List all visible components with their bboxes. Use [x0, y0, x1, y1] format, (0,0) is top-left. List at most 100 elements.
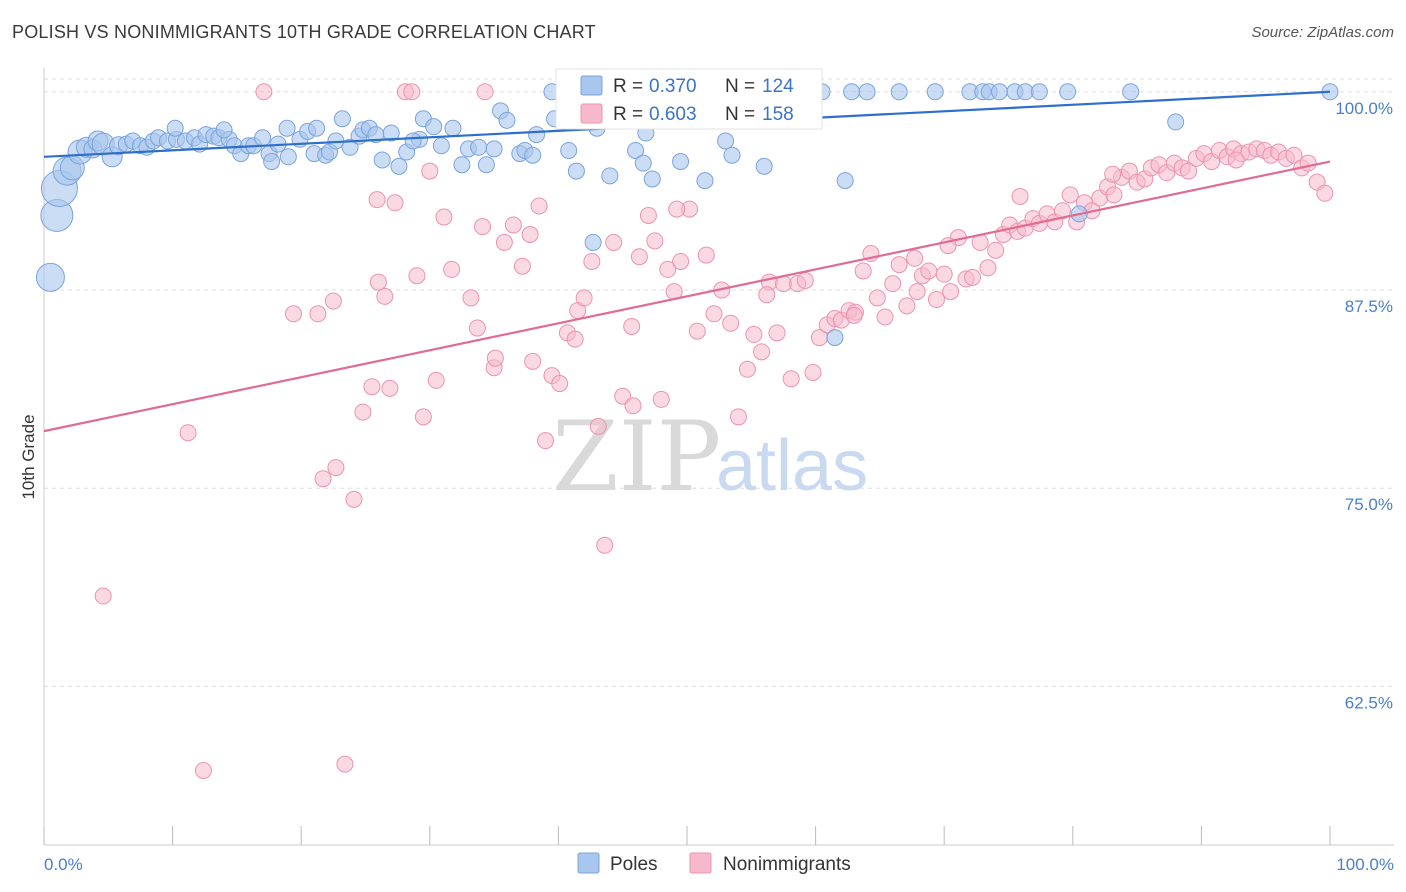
- poles-point: [166, 119, 184, 137]
- x-tick-label-min: 0.0%: [44, 855, 83, 874]
- nonimmigrants-point: [427, 371, 445, 389]
- poles-point: [341, 138, 359, 156]
- nonimmigrants-point: [935, 265, 953, 283]
- nonimmigrants-point: [284, 305, 302, 323]
- nonimmigrants-point: [363, 378, 381, 396]
- nonimmigrants-point: [768, 324, 786, 342]
- nonimmigrants-r-value: 0.603: [649, 104, 697, 125]
- poles-point: [263, 153, 281, 171]
- poles-point: [890, 83, 908, 101]
- y-axis-title: 10th Grade: [19, 414, 38, 499]
- nonimmigrants-point: [796, 271, 814, 289]
- nonimmigrants-point: [495, 233, 513, 251]
- nonimmigrants-point: [1227, 151, 1245, 169]
- nonimmigrants-point: [530, 197, 548, 215]
- nonimmigrants-point: [309, 305, 327, 323]
- nonimmigrants-point: [583, 252, 601, 270]
- nonimmigrants-point: [443, 260, 461, 278]
- nonimmigrants-point: [605, 233, 623, 251]
- nonimmigrants-point: [672, 252, 690, 270]
- nonimmigrants-point: [854, 262, 872, 280]
- poles-r-label: R =: [613, 76, 643, 97]
- poles-point: [601, 167, 619, 185]
- nonimmigrants-trendline: [43, 160, 1331, 433]
- legend-nonimmigrants-label: Nonimmigrants: [723, 854, 851, 875]
- nonimmigrants-point: [753, 343, 771, 361]
- nonimmigrants-point: [513, 257, 531, 275]
- poles-point: [755, 157, 773, 175]
- nonimmigrants-point: [624, 397, 642, 415]
- nonimmigrants-point: [324, 292, 342, 310]
- poles-point: [425, 118, 443, 136]
- poles-point: [279, 148, 297, 166]
- nonimmigrants-point: [551, 375, 569, 393]
- nonimmigrants-swatch: [580, 103, 603, 124]
- nonimmigrants-point: [705, 305, 723, 323]
- y-tick-label: 87.5%: [1345, 297, 1393, 316]
- poles-point: [470, 138, 488, 156]
- nonimmigrants-point: [486, 349, 504, 367]
- poles-point: [1059, 83, 1077, 101]
- nonimmigrants-point: [745, 325, 763, 343]
- poles-point: [1016, 83, 1034, 101]
- nonimmigrants-point: [697, 246, 715, 264]
- nonimmigrants-point: [942, 283, 960, 301]
- poles-point: [672, 153, 690, 171]
- poles-point: [254, 129, 272, 147]
- poles-point: [696, 172, 714, 190]
- poles-point: [404, 132, 422, 150]
- nonimmigrants-point: [336, 755, 354, 773]
- nonimmigrants-point: [963, 268, 981, 286]
- nonimmigrants-point: [688, 322, 706, 340]
- poles-point: [723, 146, 741, 164]
- poles-point: [560, 141, 578, 159]
- poles-point: [926, 83, 944, 101]
- nonimmigrants-point: [979, 259, 997, 277]
- nonimmigrants-point: [738, 360, 756, 378]
- y-tick-label: 75.0%: [1345, 495, 1393, 514]
- nonimmigrants-point: [354, 403, 372, 421]
- nonimmigrants-point: [421, 162, 439, 180]
- nonimmigrants-point: [194, 761, 212, 779]
- nonimmigrants-point: [1285, 146, 1303, 164]
- nonimmigrants-point: [524, 352, 542, 370]
- nonimmigrants-point: [890, 256, 908, 274]
- poles-point: [278, 119, 296, 137]
- nonimmigrants-point: [884, 275, 902, 293]
- watermark-atlas: atlas: [716, 426, 868, 506]
- poles-point: [826, 329, 844, 347]
- nonimmigrants-point: [468, 319, 486, 337]
- x-tick-label-max: 100.0%: [1336, 855, 1394, 874]
- nonimmigrants-point: [476, 83, 494, 101]
- poles-point: [308, 119, 326, 137]
- poles-point: [634, 154, 652, 172]
- nonimmigrants-point: [639, 206, 657, 224]
- legend-nonimmigrants-swatch: [689, 852, 712, 874]
- nonimmigrants-point: [1061, 186, 1079, 204]
- poles-point: [35, 262, 65, 292]
- nonimmigrants-point: [729, 408, 747, 426]
- nonimmigrants-point: [327, 459, 345, 477]
- nonimmigrants-n-label: N =: [725, 104, 755, 125]
- poles-point: [453, 156, 471, 174]
- poles-n-value: 124: [762, 76, 794, 97]
- nonimmigrants-point: [504, 216, 522, 234]
- poles-point: [498, 111, 516, 129]
- poles-point: [990, 83, 1008, 101]
- poles-point: [627, 141, 645, 159]
- nonimmigrants-point: [386, 194, 404, 212]
- nonimmigrants-r-label: R =: [613, 104, 643, 125]
- nonimmigrants-point: [845, 306, 863, 324]
- nonimmigrants-point: [403, 83, 421, 101]
- nonimmigrants-point: [927, 291, 945, 309]
- nonimmigrants-point: [722, 314, 740, 332]
- nonimmigrants-point: [987, 241, 1005, 259]
- nonimmigrants-point: [906, 249, 924, 267]
- poles-point: [382, 124, 400, 142]
- nonimmigrants-point: [908, 283, 926, 301]
- nonimmigrants-point: [920, 262, 938, 280]
- nonimmigrants-point: [462, 289, 480, 307]
- nonimmigrants-point: [1104, 165, 1122, 183]
- legend-poles-label: Poles: [610, 854, 658, 875]
